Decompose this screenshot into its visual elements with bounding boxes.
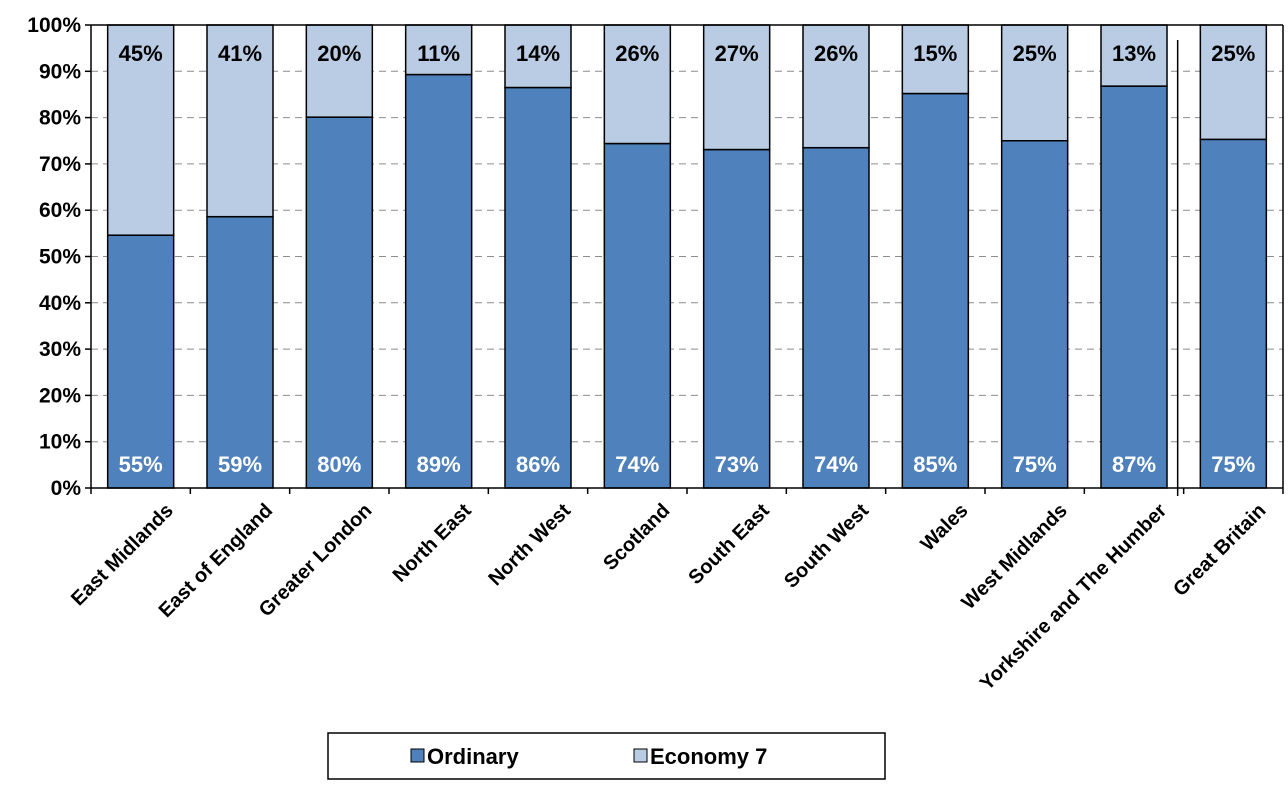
x-category-label: Scotland xyxy=(599,500,674,575)
data-label: 15% xyxy=(913,41,957,66)
x-category-label: South East xyxy=(684,499,774,589)
bar-segment xyxy=(106,234,175,489)
axes xyxy=(85,24,1284,496)
legend-swatch-ordinary xyxy=(410,748,425,763)
data-label: 75% xyxy=(1211,452,1255,477)
y-tick-label: 90% xyxy=(39,60,81,83)
data-label: 73% xyxy=(715,452,759,477)
legend-label-ordinary: Ordinary xyxy=(427,744,519,769)
data-label: 41% xyxy=(218,41,262,66)
data-label: 26% xyxy=(814,41,858,66)
y-tick-labels: 0% 10% 20% 30% 40% 50% 60% 70% 80% 90% 100% xyxy=(27,14,81,500)
y-tick-label: 80% xyxy=(39,107,81,130)
y-tick-label: 10% xyxy=(39,431,81,454)
data-label: 89% xyxy=(417,452,461,477)
data-label: 25% xyxy=(1013,41,1057,66)
data-label: 26% xyxy=(615,41,659,66)
y-tick-label: 20% xyxy=(39,384,81,407)
x-category-label: Great Britain xyxy=(1169,500,1270,601)
bar-segment xyxy=(305,116,374,489)
data-label: 59% xyxy=(218,452,262,477)
x-category-label: North West xyxy=(484,499,575,590)
x-category-label: Wales xyxy=(917,500,973,556)
legend-swatch-economy-7 xyxy=(633,748,648,763)
bar-segment xyxy=(106,24,175,236)
data-label: 74% xyxy=(615,452,659,477)
bar-segment xyxy=(802,24,870,149)
x-category-label: West Midlands xyxy=(958,500,1072,614)
data-label: 74% xyxy=(814,452,858,477)
y-tick-label: 70% xyxy=(39,153,81,176)
y-tick-label: 100% xyxy=(27,14,81,37)
x-category-label: East Midlands xyxy=(67,500,178,611)
bar-segment xyxy=(305,24,374,118)
data-label: 25% xyxy=(1211,41,1255,66)
bar-segment xyxy=(1100,85,1168,489)
data-label: 20% xyxy=(317,41,361,66)
bar-segment xyxy=(504,24,572,89)
x-category-label: South West xyxy=(780,499,873,592)
bar-segment xyxy=(603,142,672,489)
bar-segment xyxy=(702,148,771,489)
y-tick-label: 60% xyxy=(39,199,81,222)
bar-segment xyxy=(901,92,970,489)
gridlines xyxy=(91,70,1283,443)
bar-segment xyxy=(404,73,473,489)
bar-segment xyxy=(802,146,870,489)
data-label: 87% xyxy=(1112,452,1156,477)
data-label: 11% xyxy=(417,41,460,66)
data-label: 13% xyxy=(1112,41,1156,66)
y-tick-label: 40% xyxy=(39,292,81,315)
data-label: 86% xyxy=(516,452,560,477)
y-tick-label: 50% xyxy=(39,246,81,269)
data-label: 85% xyxy=(913,452,957,477)
data-label: 45% xyxy=(119,41,163,66)
x-category-label: Yorkshire and The Humber xyxy=(976,499,1171,694)
bars: 55% 45% 59% 41% 80% 20% 89% 11% 86% 14% 74% 26% 73% 2… xyxy=(106,24,1268,489)
data-label: 75% xyxy=(1013,452,1057,477)
bar-segment xyxy=(504,86,572,489)
data-label: 27% xyxy=(715,41,759,66)
y-tick-label: 30% xyxy=(39,338,81,361)
data-label: 55% xyxy=(119,452,163,477)
bar-segment xyxy=(206,215,274,489)
bar-segment xyxy=(1199,138,1268,489)
y-tick-label: 0% xyxy=(51,477,82,500)
data-label: 14% xyxy=(516,41,560,66)
x-category-label: North East xyxy=(389,499,476,586)
legend: Ordinary Economy 7 xyxy=(327,732,886,780)
legend-label-economy-7: Economy 7 xyxy=(650,744,767,769)
data-label: 80% xyxy=(317,452,361,477)
bar-segment xyxy=(404,24,473,76)
bar-segment xyxy=(1000,140,1069,489)
